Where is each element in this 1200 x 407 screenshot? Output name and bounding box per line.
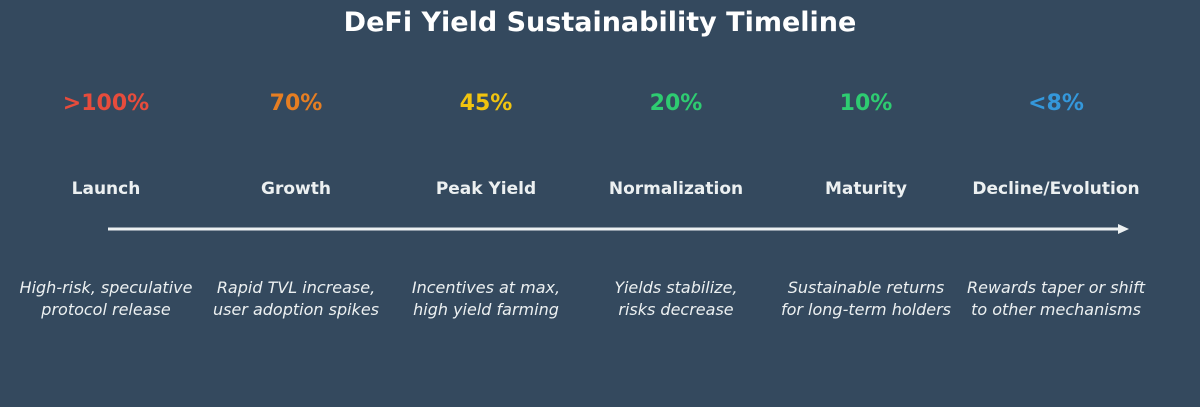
stage-name: Growth	[261, 179, 331, 199]
stage-name: Normalization	[608, 179, 744, 199]
stage-name: Decline/Evolution	[972, 179, 1140, 199]
stage-growth: 70% Growth Rapid TVL increase, user adop…	[201, 0, 391, 407]
stage-decline-evolution: <8% Decline/Evolution Rewards taper or s…	[961, 0, 1151, 407]
stage-yield: 45%	[459, 91, 513, 116]
stage-yield: 10%	[839, 91, 893, 116]
stage-description-line: risks decrease	[618, 300, 734, 319]
stage-description-line: high yield farming	[413, 300, 559, 319]
stage-description-line: High-risk, speculative	[19, 278, 193, 297]
stage-description-line: protocol release	[41, 300, 171, 319]
stage-description-line: for long-term holders	[780, 300, 952, 319]
stage-description-line: Rewards taper or shift	[966, 278, 1146, 297]
stage-description: Rapid TVL increase, user adoption spikes	[191, 277, 401, 321]
stage-yield: >100%	[62, 91, 150, 116]
stage-launch: >100% Launch High-risk, speculative prot…	[11, 0, 201, 407]
stage-description-line: Sustainable returns	[787, 278, 945, 297]
arrow-head	[1118, 224, 1129, 234]
page-title: DeFi Yield Sustainability Timeline	[343, 7, 857, 38]
stage-peak-yield: 45% Peak Yield Incentives at max, high y…	[391, 0, 581, 407]
stage-description: High-risk, speculative protocol release	[1, 277, 211, 321]
stage-description-line: Incentives at max,	[411, 278, 561, 297]
stage-name: Maturity	[824, 179, 908, 199]
stage-normalization: 20% Normalization Yields stabilize, risk…	[581, 0, 771, 407]
stage-description: Rewards taper or shift to other mechanis…	[951, 277, 1161, 321]
stage-name: Peak Yield	[435, 179, 537, 199]
stage-description: Sustainable returns for long-term holder…	[761, 277, 971, 321]
stage-description: Yields stabilize, risks decrease	[571, 277, 781, 321]
stage-yield: 20%	[649, 91, 703, 116]
stage-yield: 70%	[269, 91, 323, 116]
stage-description-line: Yields stabilize,	[614, 278, 738, 297]
stage-name: Launch	[71, 179, 141, 199]
stage-yield: <8%	[1028, 91, 1084, 116]
stage-description: Incentives at max, high yield farming	[381, 277, 591, 321]
stage-description-line: to other mechanisms	[971, 300, 1141, 319]
stage-description-line: Rapid TVL increase,	[216, 278, 376, 297]
stage-description-line: user adoption spikes	[212, 300, 379, 319]
stage-maturity: 10% Maturity Sustainable returns for lon…	[771, 0, 961, 407]
